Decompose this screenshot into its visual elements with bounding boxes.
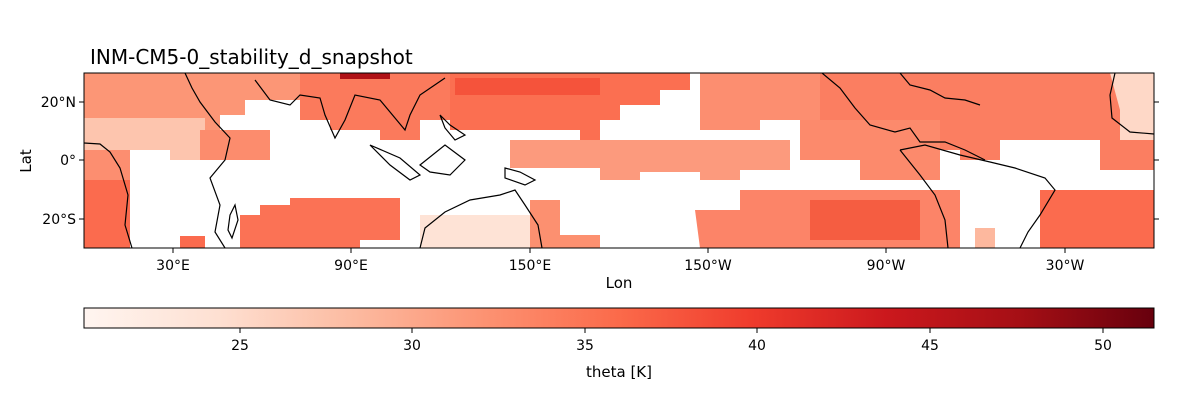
coast-borneo: [418, 144, 466, 176]
map-title: INM-CM5-0_stability_d_snapshot: [90, 45, 413, 69]
field-patch: [530, 200, 600, 248]
coast-caribbean: [899, 73, 981, 106]
coast-south-asia: [254, 77, 446, 140]
field-patch: [200, 130, 270, 160]
field-patch: [340, 73, 390, 79]
coast-new-guinea: [504, 167, 537, 186]
colorbar-tick-marks: [239, 328, 1104, 333]
coast-australia: [419, 189, 543, 248]
field-patch: [300, 73, 450, 140]
colorbar-tick-labels: 25 30 35 40 45 50: [231, 338, 1112, 354]
lon-tick-label: 90°W: [867, 258, 906, 274]
colorbar-tick-label: 40: [748, 338, 766, 354]
lat-tick-label: 20°S: [42, 212, 76, 228]
colorbar-tick-label: 50: [1094, 338, 1112, 354]
field-patch: [1110, 73, 1154, 140]
coast-west-africa-north: [1109, 73, 1154, 135]
coast-central-america: [821, 73, 986, 161]
lon-tick-label: 150°E: [509, 258, 552, 274]
field-patch: [84, 180, 130, 248]
coast-africa-west: [84, 142, 133, 248]
field-patch: [240, 198, 400, 248]
colorbar-label: theta [K]: [586, 363, 652, 381]
lat-tick-labels: 20°N 0° 20°S: [41, 95, 76, 228]
lon-tick-marks: [79, 101, 1159, 253]
coast-madagascar: [227, 203, 239, 240]
coast-south-america-west: [899, 149, 949, 248]
field-patch: [975, 228, 995, 248]
colorbar: [83, 307, 1155, 329]
field-patch: [180, 236, 205, 248]
lon-tick-label: 30°W: [1046, 258, 1085, 274]
theta-field: [84, 73, 1154, 248]
lon-tick-label: 90°E: [334, 258, 368, 274]
lat-tick-label: 20°N: [41, 95, 76, 111]
lon-tick-label: 150°W: [684, 258, 732, 274]
field-patch: [700, 73, 820, 130]
y-axis-label: Lat: [17, 149, 35, 173]
lon-tick-label: 30°E: [156, 258, 190, 274]
coastlines: [84, 73, 1154, 248]
colorbar-tick-label: 45: [921, 338, 939, 354]
colorbar-tick-label: 35: [576, 338, 594, 354]
field-patch: [420, 215, 530, 248]
coast-philippines: [439, 114, 467, 141]
x-axis-label: Lon: [606, 274, 633, 292]
field-patch: [455, 78, 600, 95]
field-patch: [84, 150, 130, 180]
field-patch: [1040, 190, 1154, 248]
lon-tick-labels: 30°E 90°E 150°E 150°W 90°W 30°W: [156, 258, 1084, 274]
colorbar-tick-label: 30: [403, 338, 421, 354]
coast-sumatra: [369, 144, 422, 181]
field-patch: [510, 140, 790, 180]
coast-africa-east: [184, 73, 231, 248]
field-patch: [810, 200, 920, 240]
field-patch: [800, 120, 940, 180]
coast-south-america-east: [899, 144, 1056, 248]
lat-tick-label: 0°: [60, 153, 76, 169]
field-patch: [84, 118, 205, 160]
colorbar-tick-label: 25: [231, 338, 249, 354]
